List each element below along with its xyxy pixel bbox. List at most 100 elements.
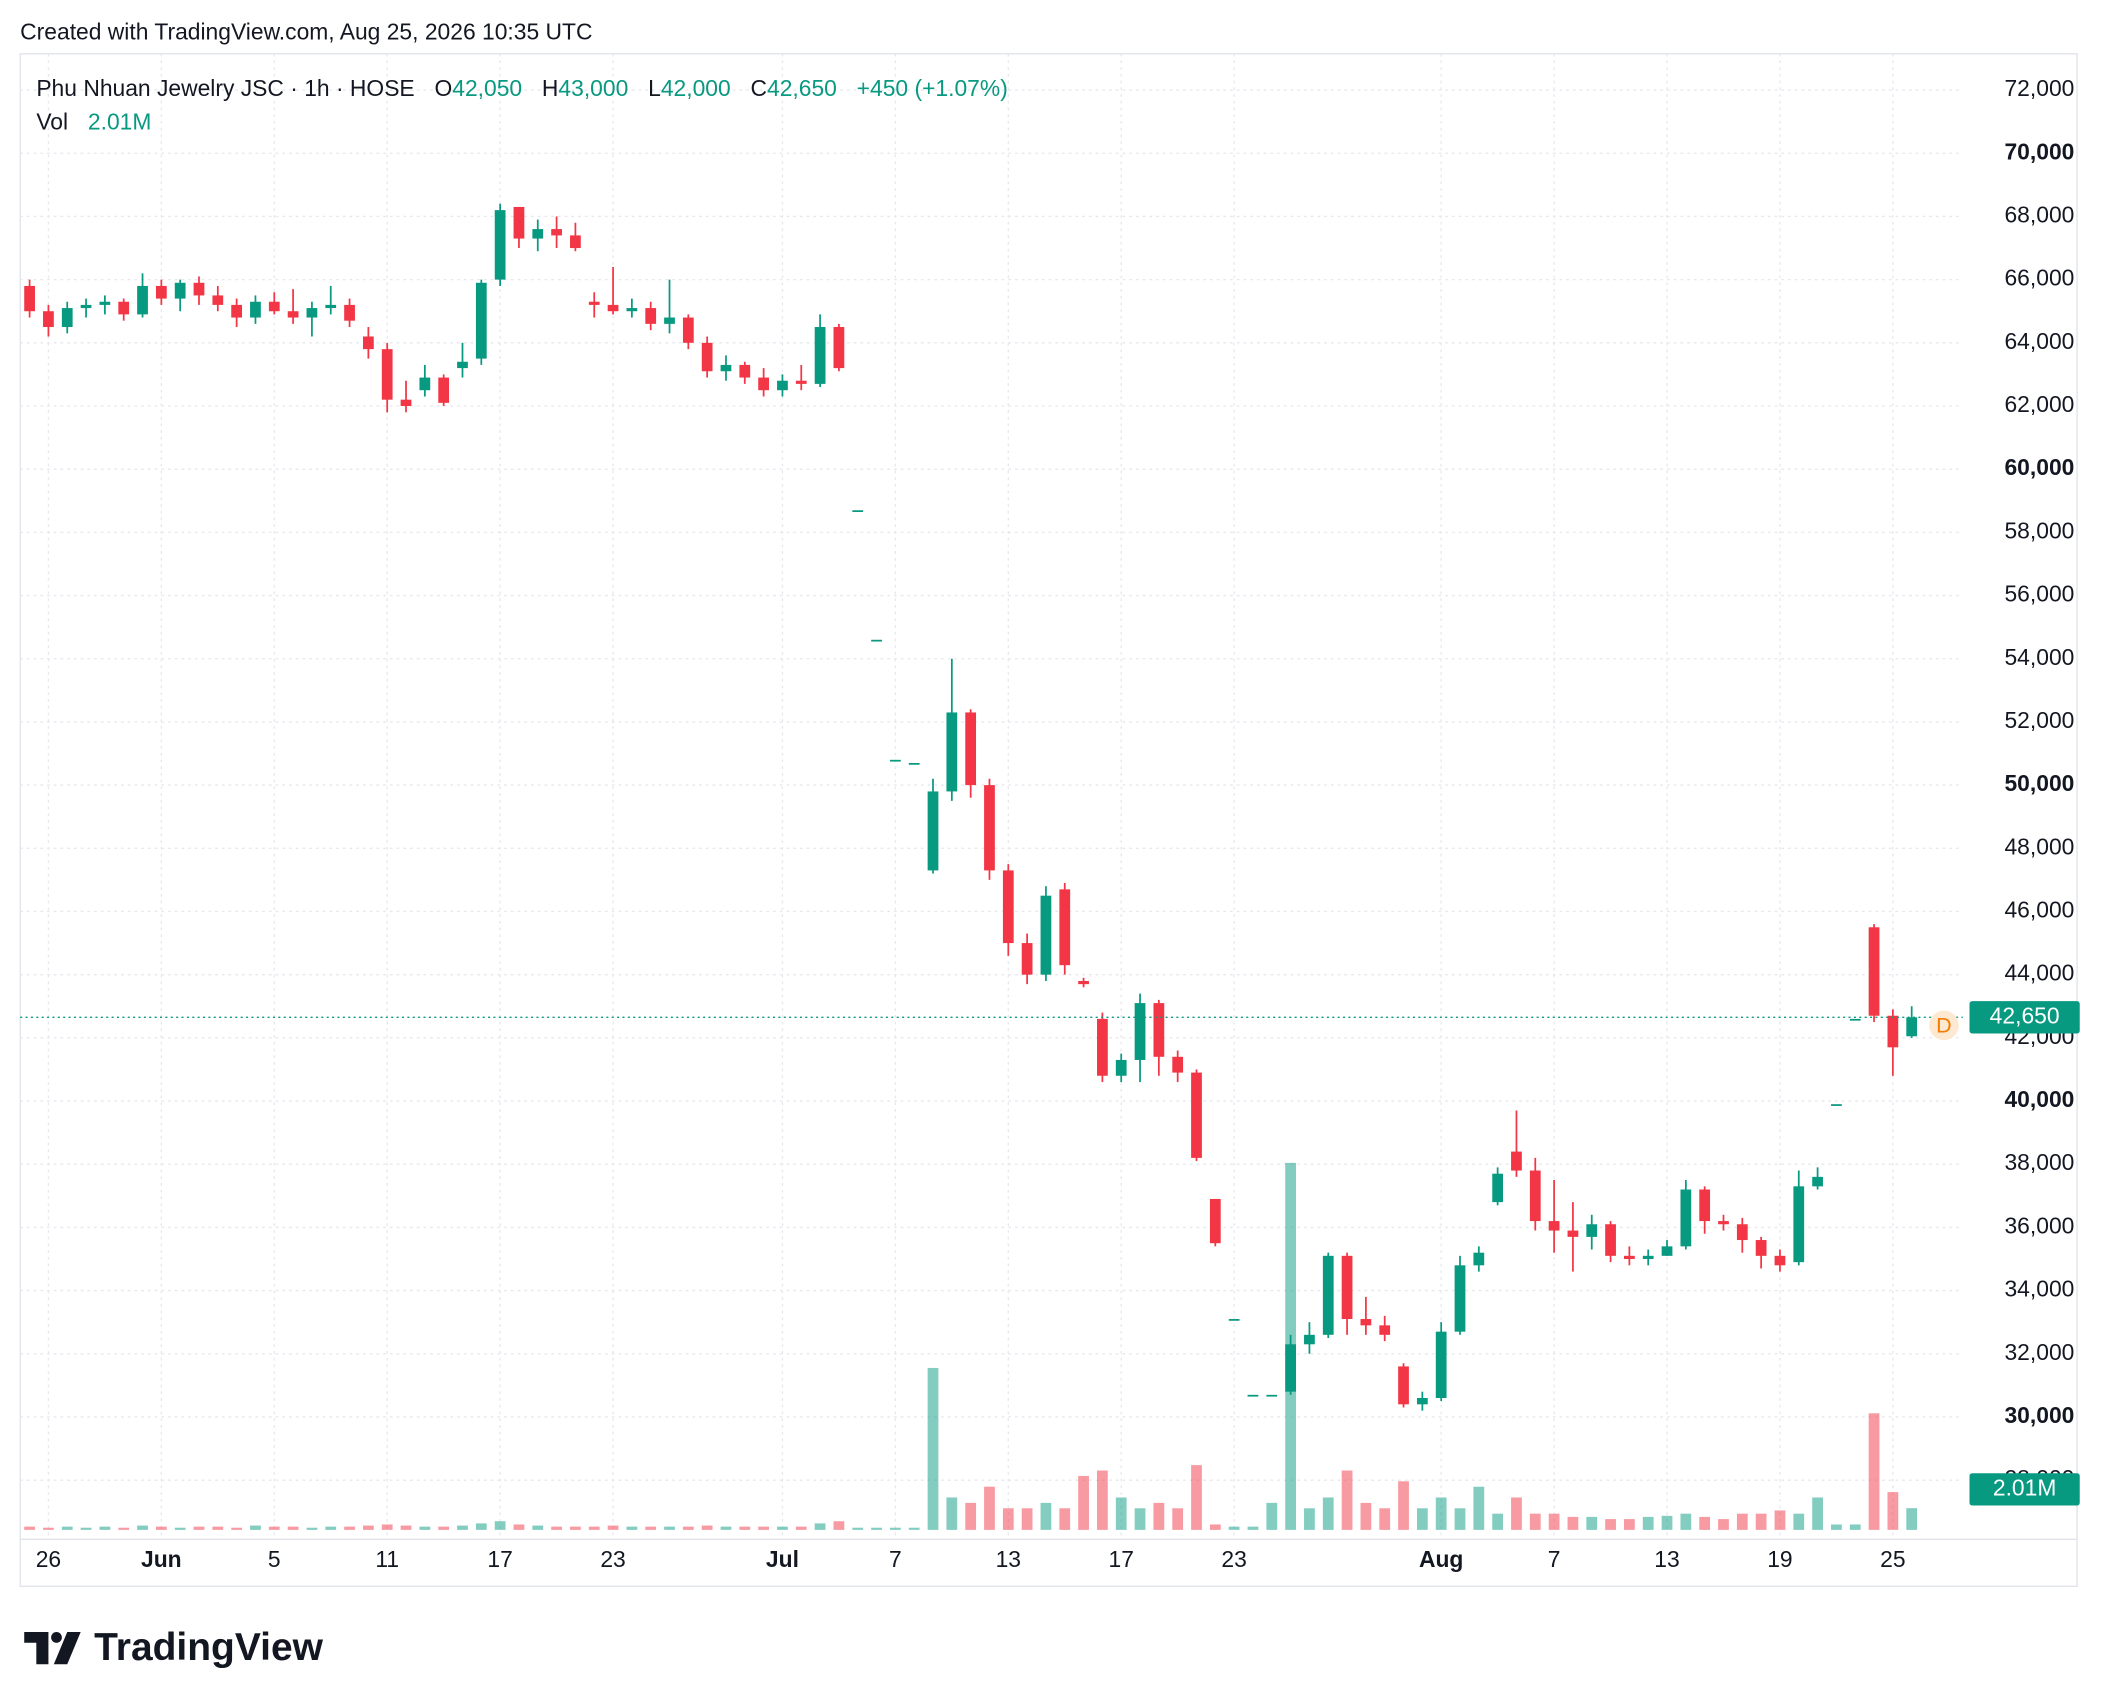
candle-body xyxy=(1661,1246,1673,1256)
volume-bar xyxy=(1191,1465,1202,1530)
y-tick-label: 66,000 xyxy=(2004,265,2074,291)
candle-body xyxy=(1718,1221,1729,1225)
x-tick-label: 7 xyxy=(1548,1546,1561,1572)
volume-bar xyxy=(99,1526,111,1530)
y-tick-label: 62,000 xyxy=(2004,391,2074,417)
candle-body xyxy=(1774,1255,1786,1266)
candle-body xyxy=(777,380,788,391)
y-tick-label: 50,000 xyxy=(2004,770,2074,796)
candle-body xyxy=(1793,1186,1805,1263)
y-tick-label: 68,000 xyxy=(2004,201,2074,227)
legend-line: Phu Nhuan Jewelry JSC · 1h · HOSE O42,05… xyxy=(36,75,1007,101)
candle-body xyxy=(1172,1056,1184,1073)
x-tick-label: 7 xyxy=(889,1546,902,1572)
y-tick-label: 40,000 xyxy=(2004,1086,2074,1112)
legend-change: +450 (+1.07%) xyxy=(857,75,1008,101)
volume-bar xyxy=(363,1525,374,1530)
candle-body xyxy=(457,361,468,369)
candle-body xyxy=(720,364,732,372)
candle-body xyxy=(758,377,769,391)
volume-bar xyxy=(1435,1497,1447,1530)
y-tick-label: 58,000 xyxy=(2004,517,2074,543)
candle-body xyxy=(1642,1255,1654,1259)
y-tick-label: 72,000 xyxy=(2004,75,2074,101)
candle-body xyxy=(1341,1255,1353,1320)
axes: 28,00030,00032,00034,00036,00038,00040,0… xyxy=(20,75,2080,1572)
candle-body xyxy=(984,785,995,871)
volume-bar xyxy=(758,1526,769,1530)
volume-bar xyxy=(1831,1524,1842,1530)
candle-body xyxy=(137,285,148,315)
candle-body xyxy=(1266,1394,1278,1397)
volume-bar xyxy=(1097,1470,1108,1530)
candle-body xyxy=(1699,1189,1711,1222)
volume-bar xyxy=(1322,1497,1334,1530)
x-tick-label: Aug xyxy=(1419,1546,1463,1572)
candle-body xyxy=(250,301,261,318)
logo: TradingView xyxy=(24,1626,324,1669)
volume-bar xyxy=(400,1525,412,1530)
volume-bar xyxy=(1341,1470,1353,1530)
candle-body xyxy=(61,308,73,328)
candle-body xyxy=(1586,1224,1598,1237)
volume-bar xyxy=(1398,1481,1409,1530)
candle-body xyxy=(1078,980,1089,985)
x-tick-label: 26 xyxy=(36,1546,61,1572)
candle-body xyxy=(1002,870,1014,944)
candle-body xyxy=(626,308,638,312)
volume-bar xyxy=(1529,1513,1541,1530)
volume-bar xyxy=(720,1526,732,1530)
y-tick-label: 64,000 xyxy=(2004,328,2074,354)
volume-bar xyxy=(1247,1526,1259,1530)
volume-bar xyxy=(212,1526,224,1530)
volume-bar xyxy=(1642,1516,1654,1530)
x-tick-label: 23 xyxy=(600,1546,625,1572)
volume-bar xyxy=(1849,1524,1861,1530)
volume-bar xyxy=(137,1525,148,1530)
volume-bar xyxy=(118,1527,130,1530)
volume-bar xyxy=(701,1525,713,1530)
volume-bar xyxy=(871,1527,882,1530)
candle-body xyxy=(1134,1003,1146,1060)
volume-bar xyxy=(1661,1515,1673,1530)
volume-bar xyxy=(1511,1497,1522,1530)
volume-bar xyxy=(1266,1502,1278,1530)
candle-body xyxy=(1511,1151,1522,1171)
y-tick-label: 60,000 xyxy=(2004,454,2074,480)
volume-bar xyxy=(833,1521,845,1530)
x-tick-label: 11 xyxy=(375,1546,399,1572)
volume-bar xyxy=(946,1497,958,1530)
candle-body xyxy=(1416,1398,1428,1405)
x-tick-label: 25 xyxy=(1880,1546,1905,1572)
volume-bar xyxy=(1228,1526,1240,1530)
x-tick-label: 19 xyxy=(1767,1546,1792,1572)
logo-text: TradingView xyxy=(94,1626,324,1669)
volume-bar xyxy=(268,1526,280,1530)
candle-body xyxy=(1755,1240,1767,1256)
legend-key: H xyxy=(542,75,559,101)
volume-bar xyxy=(1624,1519,1635,1530)
candle-body xyxy=(1153,1003,1165,1057)
volume-bar xyxy=(682,1526,694,1530)
candle-body xyxy=(852,510,864,513)
y-tick-label: 46,000 xyxy=(2004,897,2074,923)
candle-body xyxy=(1228,1319,1240,1321)
candle-body xyxy=(645,308,657,324)
candle-body xyxy=(1097,1018,1108,1076)
volume-bar xyxy=(1699,1516,1711,1530)
volume-bar xyxy=(814,1523,826,1530)
volume-bar xyxy=(965,1502,977,1530)
volume-bar xyxy=(306,1527,318,1530)
volume-bar xyxy=(852,1527,864,1530)
volume-bar xyxy=(1172,1508,1184,1530)
candle-body xyxy=(344,304,355,321)
x-tick-label: 13 xyxy=(1654,1546,1679,1572)
candle-body xyxy=(946,712,958,792)
volume-bar xyxy=(1548,1513,1560,1530)
candle-body xyxy=(588,301,600,305)
candles xyxy=(20,203,1963,1411)
legend-key: O xyxy=(434,75,452,101)
candle-body xyxy=(268,301,280,312)
candle-body xyxy=(212,295,224,305)
